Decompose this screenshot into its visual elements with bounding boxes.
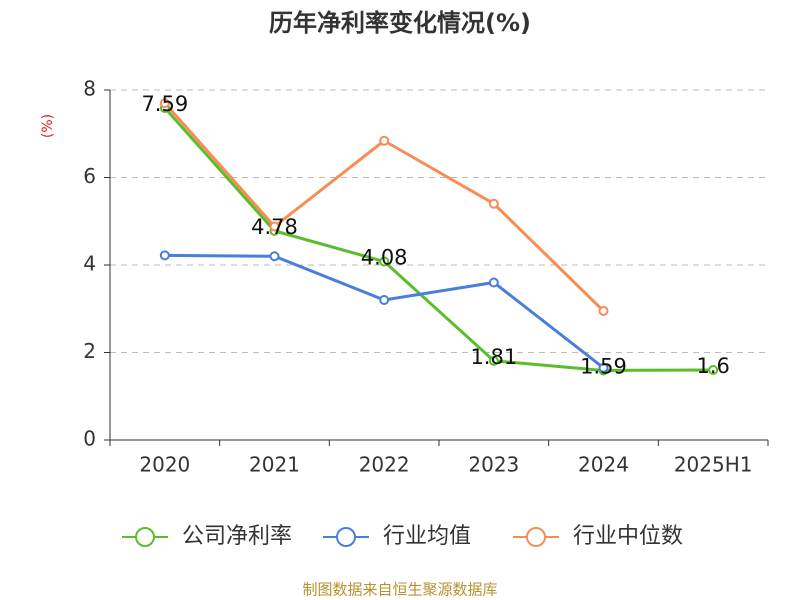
data-label: 4.08 bbox=[361, 246, 408, 270]
x-tick-label: 2021 bbox=[249, 453, 300, 477]
legend-marker bbox=[526, 527, 546, 547]
data-point bbox=[269, 221, 280, 232]
x-tick-label: 2024 bbox=[578, 453, 629, 477]
data-label: 1.6 bbox=[696, 354, 729, 378]
x-tick-label: 2025H1 bbox=[674, 453, 753, 477]
series-line bbox=[164, 253, 605, 369]
y-tick-label: 8 bbox=[83, 77, 96, 101]
data-point bbox=[488, 198, 499, 209]
data-label: 4.78 bbox=[251, 215, 298, 239]
series-line bbox=[163, 106, 714, 372]
y-tick-label: 0 bbox=[83, 427, 96, 451]
y-axis-label: (%) bbox=[40, 114, 56, 138]
data-point bbox=[159, 250, 170, 261]
data-label: 7.59 bbox=[141, 92, 188, 116]
y-tick-label: 4 bbox=[83, 252, 96, 276]
legend-label: 行业中位数 bbox=[573, 524, 683, 549]
x-tick-label: 2020 bbox=[139, 453, 190, 477]
legend-marker bbox=[135, 527, 155, 547]
data-point bbox=[269, 251, 280, 262]
data-point bbox=[379, 295, 390, 305]
legend-marker bbox=[336, 527, 356, 547]
source-note: 制图数据来自恒生聚源数据库 bbox=[302, 581, 497, 599]
data-point bbox=[598, 362, 609, 373]
x-tick-label: 2022 bbox=[359, 453, 410, 477]
data-point bbox=[488, 277, 499, 288]
data-point bbox=[598, 305, 609, 316]
y-tick-label: 2 bbox=[83, 339, 96, 363]
data-point bbox=[379, 256, 390, 267]
y-tick-label: 6 bbox=[83, 164, 96, 188]
x-tick-label: 2023 bbox=[468, 453, 519, 477]
data-label: 1.59 bbox=[580, 354, 627, 378]
data-label: 1.81 bbox=[470, 345, 517, 369]
legend-label: 行业均值 bbox=[383, 524, 471, 549]
data-point bbox=[159, 98, 170, 109]
data-point bbox=[379, 135, 390, 146]
data-point bbox=[488, 355, 499, 366]
data-point bbox=[708, 365, 719, 375]
legend-label: 公司净利率 bbox=[182, 524, 292, 549]
chart-title: 历年净利率变化情况(%) bbox=[269, 9, 531, 37]
series-line bbox=[163, 102, 605, 313]
